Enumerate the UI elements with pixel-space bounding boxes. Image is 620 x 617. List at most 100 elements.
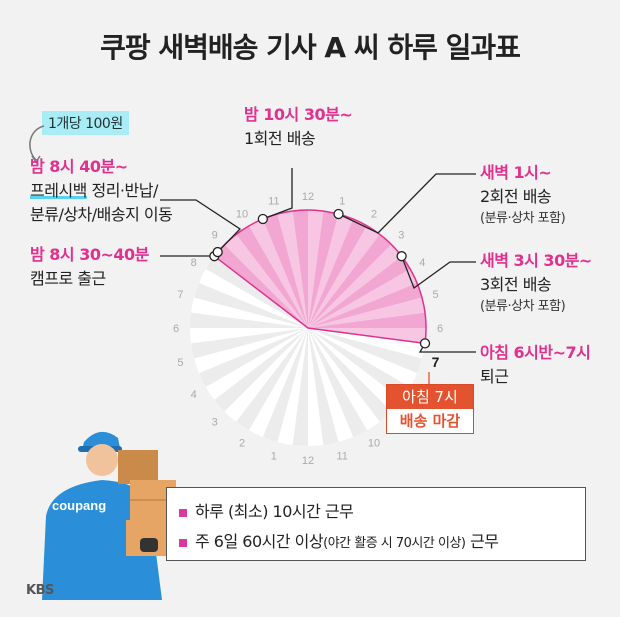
kbs-logo: KBS <box>26 583 54 598</box>
clock-number: 9 <box>212 230 218 242</box>
label-1030-desc: 1회전 배송 <box>244 129 316 148</box>
summary-row-daily: 하루 (최소) 10시간 근무 <box>179 498 354 522</box>
leader-line <box>262 168 293 220</box>
clock-ray <box>308 328 367 438</box>
clock-number: 7 <box>177 289 183 301</box>
deadline-time: 아침 7시 <box>387 385 473 409</box>
work-hours-wedge <box>308 282 422 328</box>
coupang-logo: coupang <box>52 498 106 513</box>
clock-ray <box>205 256 308 328</box>
time-markers <box>209 208 431 349</box>
work-hours-wedge <box>308 269 418 328</box>
label-840-desc-rest: 정리·반납/ <box>86 181 158 200</box>
clock-number: 10 <box>368 437 380 449</box>
clock-ray <box>308 328 339 445</box>
fee-note: 1개당 100원 <box>42 111 129 135</box>
time-marker-dot <box>419 338 431 349</box>
bullet-icon <box>179 508 187 517</box>
clock-number: 7 <box>432 357 438 369</box>
end-hour-number: 7 <box>432 354 440 370</box>
work-hours-wedge <box>308 210 324 328</box>
clock-ray <box>236 328 308 431</box>
work-hours-wedge <box>249 218 308 328</box>
work-hours-wedge <box>292 210 308 328</box>
work-hours-border <box>213 209 427 345</box>
label-1030-time: 밤 10시 30분~ <box>244 105 353 124</box>
work-hours-wedge <box>214 244 308 328</box>
work-hours-wedge <box>308 218 367 328</box>
label-0630-desc: 퇴근 <box>480 367 509 386</box>
work-hours-wedge <box>308 256 411 328</box>
work-hours-wedge <box>236 225 308 328</box>
work-hours-wedge <box>308 214 354 328</box>
label-840-time: 밤 8시 40분~ <box>30 157 128 176</box>
work-hours-sector <box>213 209 427 345</box>
label-0100-sub: (분류·상차 포함) <box>480 211 566 226</box>
label-0330-time: 새벽 3시 30분~ <box>480 251 592 270</box>
work-hours-wedge <box>308 244 402 328</box>
time-marker-dot <box>396 251 407 262</box>
summary-row-daily-text: 하루 (최소) 10시간 근무 <box>195 502 354 521</box>
time-marker-dot <box>333 208 344 220</box>
delivery-deadline-box: 아침 7시 배송 마감 <box>386 384 474 434</box>
clock-ray <box>190 312 308 328</box>
label-0330-desc: 3회전 배송 <box>480 275 552 294</box>
clock-number: 3 <box>212 416 218 428</box>
clock-number: 10 <box>236 209 248 221</box>
clock-number: 11 <box>268 195 279 207</box>
label-830-desc: 캠프로 출근 <box>30 269 106 288</box>
label-0100-time: 새벽 1시~ <box>480 163 552 182</box>
summary-row-weekly: 주 6일 60시간 이상(야간 활증 시 70시간 이상) 근무 <box>179 528 499 552</box>
work-hours-wedge <box>308 225 380 328</box>
clock-ray <box>194 282 308 328</box>
freshback-highlight: 프레시백 <box>30 181 87 200</box>
summary-row-weekly-main: 주 6일 60시간 이상 <box>195 532 324 551</box>
work-hours-wedge <box>308 234 392 328</box>
label-840-desc2: 분류/상차/배송지 이동 <box>30 205 173 224</box>
clock-number: 6 <box>173 323 179 335</box>
clock-ray <box>308 328 411 400</box>
page-title: 쿠팡 새벽배송 기사 A 씨 하루 일과표 <box>100 31 521 64</box>
clock-ray <box>292 328 308 446</box>
clock-ray <box>262 328 308 442</box>
summary-row-weekly-note: (야간 활증 시 70시간 이상) <box>323 536 466 551</box>
clock-number: 5 <box>432 289 438 301</box>
work-hours-wedge <box>277 211 308 328</box>
clock-ray <box>308 328 422 374</box>
label-840-desc: 프레시백 정리·반납/ <box>30 180 158 202</box>
label-0330-sub: (분류·상차 포함) <box>480 299 566 314</box>
label-0100-desc: 2회전 배송 <box>480 187 552 206</box>
work-hours-wedge <box>308 297 425 328</box>
clock-ray <box>308 328 392 422</box>
clock-number: 12 <box>302 455 314 467</box>
clock-number: 8 <box>191 257 197 269</box>
clock-ray <box>214 328 308 412</box>
summary-row-weekly-end: 근무 <box>465 532 499 551</box>
clock-number: 4 <box>191 389 197 401</box>
deadline-label: 배송 마감 <box>387 409 473 433</box>
time-marker-dot <box>212 246 223 258</box>
bullet-icon <box>179 538 187 547</box>
fee-arrow-icon <box>29 125 45 164</box>
clock-number: 4 <box>419 257 425 269</box>
work-hours-wedge <box>308 211 339 328</box>
work-hours-wedge <box>308 312 426 328</box>
clock-number: 2 <box>371 209 377 221</box>
clock-number: 1 <box>339 195 345 207</box>
clock-number: 6 <box>437 323 443 335</box>
work-hours-wedge <box>224 234 308 328</box>
clock-ray <box>198 328 308 387</box>
clock-number: 11 <box>336 451 347 463</box>
delivery-worker-illustration: coupang <box>42 431 176 600</box>
time-marker-dot <box>257 213 268 225</box>
label-830-time: 밤 8시 30~40분 <box>30 245 149 264</box>
leader-line <box>160 199 242 253</box>
clock-number: 3 <box>398 230 404 242</box>
leader-line <box>401 255 476 290</box>
work-hours-wedge <box>262 214 308 328</box>
work-summary-box: 하루 (최소) 10시간 근무 주 6일 60시간 이상(야간 활증 시 70시… <box>166 487 586 561</box>
clock-ray <box>191 328 308 359</box>
clock-number: 5 <box>177 357 183 369</box>
leader-line <box>338 173 476 234</box>
